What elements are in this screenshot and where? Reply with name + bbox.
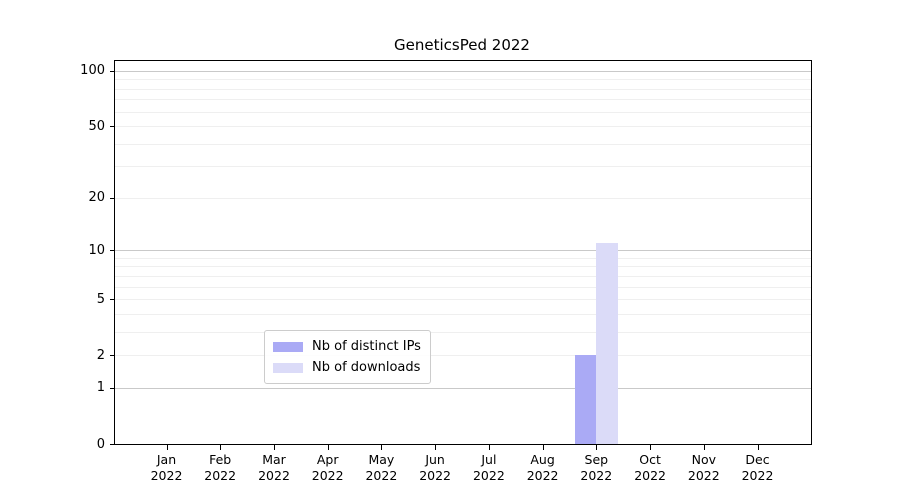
y-tick-mark <box>110 299 114 301</box>
bar-downloads <box>596 243 618 444</box>
x-tick-label: Apr 2022 <box>311 452 344 483</box>
y-tick-mark <box>110 387 114 389</box>
chart-title: GeneticsPed 2022 <box>394 36 530 54</box>
x-tick-mark <box>327 445 329 450</box>
legend-swatch-downloads <box>273 362 303 373</box>
legend-item-downloads: Nb of downloads <box>273 357 421 378</box>
x-tick-mark <box>703 445 705 450</box>
minor-gridline <box>115 275 811 277</box>
legend-item-distinct-ips: Nb of distinct IPs <box>273 336 421 357</box>
x-tick-label: Sep 2022 <box>580 452 613 483</box>
minor-gridline <box>115 166 811 168</box>
minor-gridline <box>115 266 811 268</box>
major-gridline <box>115 70 811 72</box>
y-tick-mark <box>110 70 114 72</box>
legend-label-downloads: Nb of downloads <box>312 360 421 375</box>
y-tick-label: 100 <box>80 63 105 79</box>
legend: Nb of distinct IPs Nb of downloads <box>264 330 431 384</box>
x-tick-mark <box>220 445 222 450</box>
x-tick-mark <box>757 445 759 450</box>
minor-gridline <box>115 99 811 101</box>
y-tick-label: 5 <box>96 291 105 307</box>
x-tick-label: Jul 2022 <box>472 452 505 483</box>
x-tick-label: Oct 2022 <box>634 452 666 483</box>
bar-distinct-ips <box>574 355 597 444</box>
major-gridline <box>115 250 811 252</box>
x-tick-mark <box>596 445 598 450</box>
legend-label-distinct-ips: Nb of distinct IPs <box>312 339 421 354</box>
y-tick-label: 1 <box>96 380 105 396</box>
x-tick-mark <box>166 445 168 450</box>
x-tick-label: Jan 2022 <box>150 452 183 483</box>
minor-gridline <box>115 143 811 145</box>
legend-swatch-distinct-ips <box>273 341 303 352</box>
minor-gridline <box>115 286 811 288</box>
y-tick-mark <box>110 444 114 445</box>
minor-gridline <box>115 257 811 259</box>
y-tick-mark <box>110 355 114 357</box>
minor-gridline <box>115 355 811 357</box>
minor-gridline <box>115 111 811 113</box>
x-tick-label: Nov 2022 <box>687 452 720 483</box>
y-tick-mark <box>110 250 114 252</box>
x-tick-label: Mar 2022 <box>258 452 290 483</box>
y-tick-label: 0 <box>96 436 105 452</box>
minor-gridline <box>115 79 811 81</box>
x-tick-label: May 2022 <box>365 452 398 483</box>
plot-area: 100 50 20 10 5 2 1 0 Jan 2022 Feb 2022 Mar 2022 Ap… <box>80 60 812 483</box>
minor-gridline <box>115 88 811 90</box>
x-tick-label: Dec 2022 <box>741 452 774 483</box>
major-gridline <box>115 387 811 389</box>
x-tick-mark <box>435 445 437 450</box>
x-tick-mark <box>650 445 652 450</box>
x-tick-mark <box>542 445 544 450</box>
x-tick-label: Feb 2022 <box>204 452 237 483</box>
y-tick-label: 2 <box>96 347 105 363</box>
minor-gridline <box>115 197 811 199</box>
minor-gridline <box>115 331 811 333</box>
x-tick-label: Aug 2022 <box>526 452 559 483</box>
minor-gridline <box>115 299 811 301</box>
y-tick-mark <box>110 126 114 127</box>
x-tick-mark <box>488 445 490 450</box>
y-tick-label: 50 <box>88 118 105 134</box>
y-tick-mark <box>110 197 114 199</box>
x-tick-mark <box>381 445 383 450</box>
y-tick-label: 10 <box>88 242 105 258</box>
x-tick-mark <box>274 445 275 450</box>
minor-gridline <box>115 313 811 315</box>
x-tick-label: Jun 2022 <box>419 452 451 483</box>
y-tick-label: 20 <box>88 190 105 206</box>
minor-gridline <box>115 126 811 127</box>
